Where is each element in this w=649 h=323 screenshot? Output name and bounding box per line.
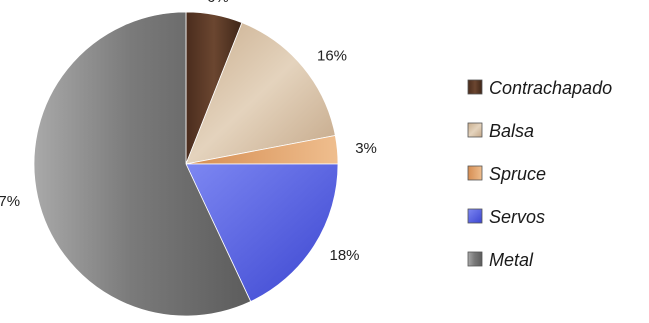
legend-swatch-balsa — [467, 122, 483, 138]
legend-item-servos: Servos — [467, 207, 545, 227]
legend-item-balsa: Balsa — [467, 121, 534, 141]
pie-label-spruce: 3% — [355, 140, 377, 157]
legend-label-servos: Servos — [489, 207, 545, 227]
pie-label-contrachapado: 6% — [207, 0, 229, 6]
legend-label-balsa: Balsa — [489, 121, 534, 141]
pie-slices — [33, 11, 339, 317]
pie-label-balsa: 16% — [317, 48, 347, 65]
pie-slice-metal — [33, 11, 252, 317]
legend: Contrachapado Balsa Spruce Servos Metal — [467, 78, 612, 270]
legend-swatch-metal — [467, 251, 483, 267]
pie-slice-balsa — [185, 22, 336, 165]
legend-item-spruce: Spruce — [467, 164, 546, 184]
legend-item-contrachapado: Contrachapado — [467, 78, 612, 98]
legend-item-metal: Metal — [467, 250, 534, 270]
pie-label-metal: 57% — [0, 193, 20, 210]
legend-swatch-contrachapado — [467, 79, 483, 95]
legend-label-contrachapado: Contrachapado — [489, 78, 612, 98]
pie-slice-servos — [185, 163, 339, 303]
pie-label-servos: 18% — [330, 247, 360, 264]
legend-swatch-servos — [467, 208, 483, 224]
legend-swatch-spruce — [467, 165, 483, 181]
pie-percent-labels: 6% 16% 3% 18% 57% — [0, 0, 377, 264]
legend-label-spruce: Spruce — [489, 164, 546, 184]
legend-label-metal: Metal — [489, 250, 534, 270]
